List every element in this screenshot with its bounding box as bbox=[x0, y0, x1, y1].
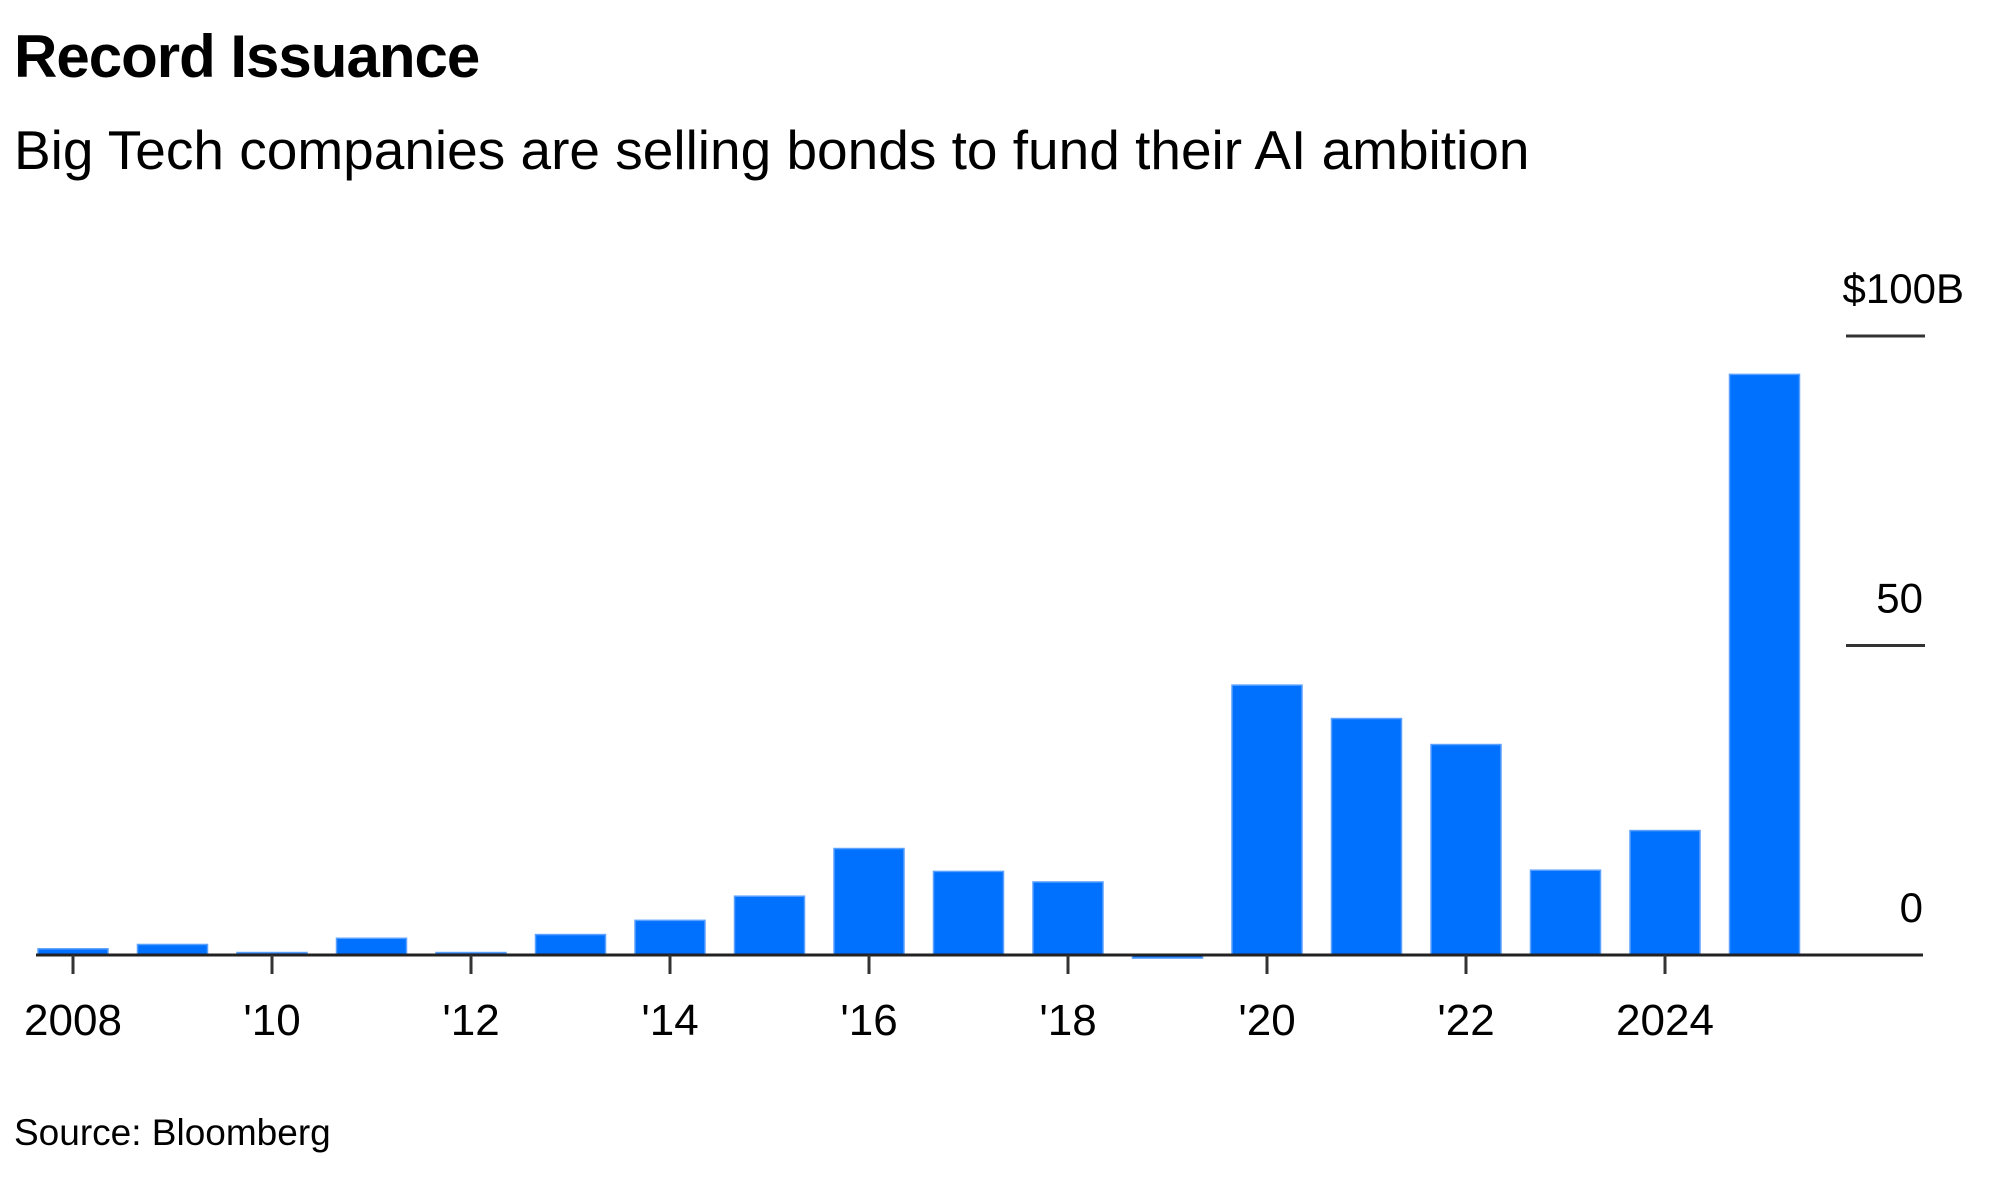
bar-2011 bbox=[335, 937, 408, 956]
bar-2009 bbox=[136, 943, 209, 956]
bar-2015 bbox=[733, 895, 806, 956]
bar-2020 bbox=[1231, 684, 1303, 956]
y-tick-label: 50 bbox=[1876, 575, 1923, 622]
bar-2016 bbox=[833, 847, 905, 956]
bar-2022 bbox=[1430, 743, 1502, 956]
x-tick-label: '10 bbox=[243, 996, 300, 1045]
y-tick-label: 0 bbox=[1900, 884, 1923, 931]
bar-2024 bbox=[1629, 829, 1701, 956]
bar-2021 bbox=[1330, 717, 1403, 956]
x-tick-label: 2024 bbox=[1616, 996, 1714, 1045]
x-tick-label: '14 bbox=[641, 996, 698, 1045]
bar-2025 bbox=[1728, 373, 1801, 956]
x-tick-label: '16 bbox=[840, 996, 897, 1045]
chart-subtitle: Big Tech companies are selling bonds to … bbox=[14, 119, 1530, 181]
x-tick-label: 2008 bbox=[24, 996, 122, 1045]
x-tick-label: '20 bbox=[1238, 996, 1295, 1045]
source-note: Source: Bloomberg bbox=[14, 1112, 331, 1153]
bar-2014 bbox=[634, 919, 706, 956]
chart-title: Record Issuance bbox=[14, 23, 480, 90]
x-tick-label: '22 bbox=[1437, 996, 1494, 1045]
bar-2023 bbox=[1529, 869, 1602, 956]
bar-2013 bbox=[534, 933, 607, 956]
y-tick-label: $100B bbox=[1843, 265, 1964, 312]
x-tick-label: '12 bbox=[442, 996, 499, 1045]
x-tick-label: '18 bbox=[1039, 996, 1096, 1045]
bar-2017 bbox=[932, 870, 1005, 956]
bar-2018 bbox=[1032, 881, 1104, 956]
